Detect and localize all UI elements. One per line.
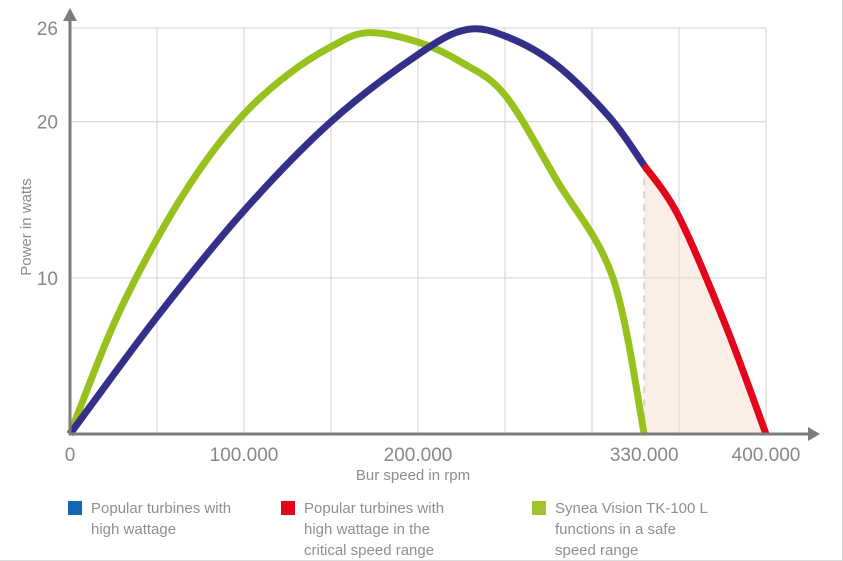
curve-synea-vision xyxy=(66,29,648,436)
legend-item-1: Popular turbines with high wattage xyxy=(68,498,231,540)
x-tick-label: 400.000 xyxy=(732,445,801,466)
legend-label: Popular turbines with high wattage in th… xyxy=(304,500,445,559)
chart-legend: Popular turbines with high wattage Popula… xyxy=(0,495,842,560)
legend-label: Synea Vision TK-100 L functions in a saf… xyxy=(555,500,708,559)
y-axis-title: Power in watts xyxy=(18,178,35,276)
data-curves xyxy=(66,25,770,437)
legend-item-2: Popular turbines with high wattage in th… xyxy=(281,498,445,560)
x-tick-label: 200.000 xyxy=(384,445,453,466)
curve-popular-turbines xyxy=(67,25,648,437)
y-tick-label: 26 xyxy=(37,19,58,40)
y-tick-label: 10 xyxy=(37,269,58,290)
y-axis-arrow xyxy=(63,8,77,21)
critical-range-area xyxy=(644,165,766,434)
legend-item-3: Synea Vision TK-100 L functions in a saf… xyxy=(532,498,708,560)
critical-range-shade xyxy=(644,165,766,434)
legend-swatch xyxy=(532,501,546,515)
curve-critical-range xyxy=(641,163,770,436)
x-axis-arrow xyxy=(808,427,820,441)
legend-label: Popular turbines with high wattage xyxy=(91,500,232,538)
x-axis-title: Bur speed in rpm xyxy=(356,467,470,484)
axes xyxy=(63,8,820,441)
x-tick-label: 100.000 xyxy=(210,445,279,466)
legend-swatch xyxy=(281,501,295,515)
legend-swatch xyxy=(68,501,82,515)
chart-canvas: 10 20 26 0 100.000 200.000 330.000 400.000 Powe… xyxy=(18,8,820,484)
y-tick-label: 20 xyxy=(37,113,58,134)
x-tick-label: 0 xyxy=(65,445,76,466)
tick-labels: 10 20 26 0 100.000 200.000 330.000 400.000 xyxy=(37,19,800,466)
x-tick-label: 330.000 xyxy=(610,445,679,466)
